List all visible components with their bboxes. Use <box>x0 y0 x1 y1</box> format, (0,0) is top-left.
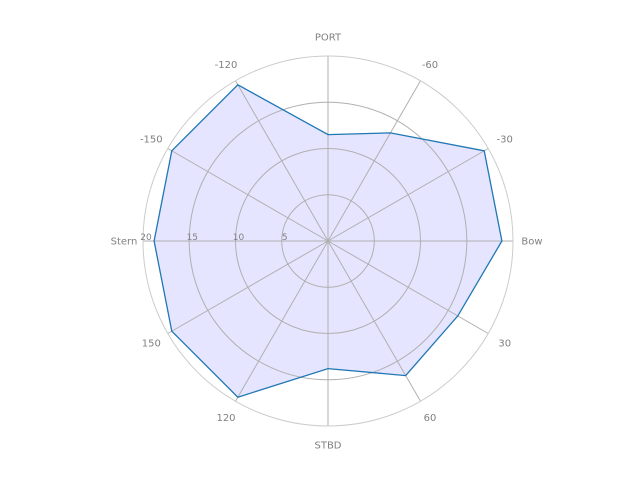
direction-label--120: -120 <box>215 60 238 71</box>
grid-ring-15 <box>188 101 468 381</box>
grid-ring-10 <box>235 148 421 334</box>
direction-label-60: 60 <box>424 413 437 424</box>
outer-ring <box>142 55 514 427</box>
radial-tick-label-10: 10 <box>233 233 245 243</box>
direction-label--30: -30 <box>497 135 513 146</box>
direction-label-30: 30 <box>498 339 511 350</box>
label-group: Bow 30 60 STBD 120 150 Stern -150 -120 PORT -60 -30… <box>111 33 543 452</box>
direction-label-port: PORT <box>315 33 342 44</box>
grid-group <box>142 55 514 427</box>
direction-label--60: -60 <box>422 60 438 71</box>
grid-ring-5 <box>281 194 375 288</box>
direction-label-bow: Bow <box>521 237 542 248</box>
direction-label--150: -150 <box>140 135 163 146</box>
radial-tick-label-15: 15 <box>187 233 198 243</box>
direction-label-150: 150 <box>142 339 161 350</box>
series-line <box>153 83 503 398</box>
data-line-group <box>153 83 503 398</box>
direction-label-120: 120 <box>216 413 235 424</box>
direction-label-stbd: STBD <box>314 441 341 452</box>
radial-tick-label-20: 20 <box>140 233 152 243</box>
radial-tick-label-5: 5 <box>282 233 288 243</box>
direction-label-stern: Stern <box>111 237 138 248</box>
